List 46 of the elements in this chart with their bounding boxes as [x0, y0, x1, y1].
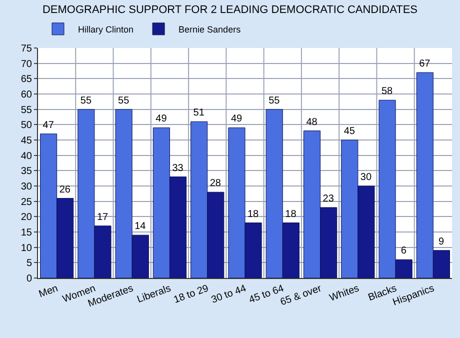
data-label: 30 [360, 172, 372, 183]
data-label: 51 [193, 108, 205, 119]
data-label: 67 [419, 58, 431, 70]
data-label: 18 [285, 208, 297, 220]
data-label: 48 [306, 116, 318, 128]
y-tick-label: 40 [20, 150, 32, 162]
data-label: 55 [118, 95, 130, 106]
legend-label: Hillary Clinton [78, 24, 134, 34]
data-label: 55 [268, 95, 280, 106]
data-label: 9 [438, 236, 444, 248]
y-tick-label: 55 [20, 104, 32, 116]
x-tick-label: 30 to 44 [210, 283, 248, 306]
x-tick-label: Liberals [136, 283, 172, 306]
legend-label: Bernie Sanders [178, 24, 242, 34]
y-tick-label: 15 [20, 228, 32, 238]
data-label: 47 [42, 120, 54, 131]
data-label: 58 [381, 86, 394, 98]
chart-title: DEMOGRAPHIC SUPPORT FOR 2 LEADING DEMOCRATIC CANDIDATES [42, 4, 418, 16]
y-tick-label: 10 [20, 242, 32, 254]
x-tick-label: 18 to 29 [172, 283, 210, 306]
y-tick-label: 60 [20, 90, 32, 100]
x-tick-label: Men [38, 283, 60, 300]
data-label: 18 [248, 208, 260, 220]
data-label: 17 [96, 212, 109, 223]
y-tick-label: 50 [20, 120, 32, 132]
y-tick-label: 5 [26, 258, 32, 270]
y-tick-label: 35 [20, 166, 32, 178]
y-tick-label: 70 [20, 58, 32, 70]
data-label: 49 [156, 114, 168, 125]
x-tick-label: Whites [328, 283, 361, 304]
data-label: 33 [172, 162, 184, 174]
data-label: 6 [400, 246, 407, 257]
data-label: 14 [134, 221, 146, 232]
data-label: 23 [322, 193, 334, 204]
y-tick-label: 65 [20, 74, 32, 86]
data-label: 26 [59, 184, 71, 196]
data-label: 55 [80, 95, 92, 106]
y-tick-label: 20 [20, 212, 32, 224]
data-label: 45 [344, 126, 356, 137]
data-label: 28 [210, 178, 222, 190]
data-label: 49 [230, 114, 242, 125]
y-tick-label: 45 [20, 136, 32, 146]
y-tick-label: 75 [20, 44, 32, 54]
y-tick-label: 30 [20, 182, 32, 192]
y-tick-label: 25 [20, 196, 32, 208]
y-tick-label: 0 [26, 274, 32, 284]
